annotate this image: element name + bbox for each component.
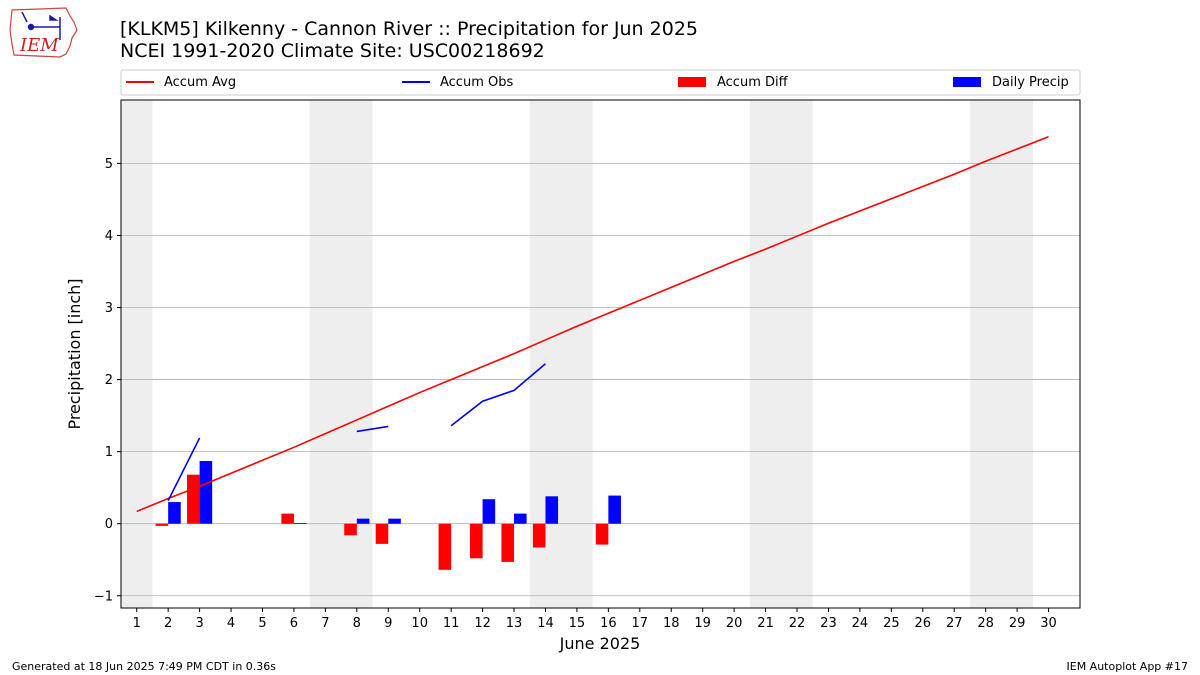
- x-tick-label: 8: [353, 616, 361, 631]
- legend-swatch-accum-diff: [678, 77, 706, 87]
- legend: Accum Avg Accum Obs Accum Diff Daily Pre…: [120, 69, 1081, 96]
- logo-text: IEM: [19, 35, 59, 56]
- bar-accum-diff: [532, 523, 546, 548]
- bar-accum-diff: [501, 523, 515, 562]
- x-tick-label: 7: [321, 616, 329, 631]
- bar-daily-precip: [168, 502, 181, 524]
- line-accum-obs: [167, 437, 201, 501]
- line-accum-obs: [450, 363, 546, 427]
- y-tick-label: 3: [105, 301, 113, 316]
- legend-label-accum-avg: Accum Avg: [164, 75, 236, 90]
- x-tick-label: 21: [757, 616, 774, 631]
- bar-daily-precip: [482, 499, 496, 524]
- bar-accum-diff: [438, 523, 452, 570]
- weather-station-icon: [21, 11, 61, 40]
- weekend-band: [969, 100, 1033, 608]
- plot-frame: [120, 99, 1081, 609]
- x-tick-label: 18: [663, 616, 680, 631]
- weekend-band: [309, 100, 373, 608]
- chart-title: [KLKM5] Kilkenny - Cannon River :: Preci…: [120, 18, 698, 40]
- x-tick-label: 4: [227, 616, 235, 631]
- x-tick-label: 13: [506, 616, 523, 631]
- footer-generated: Generated at 18 Jun 2025 7:49 PM CDT in …: [12, 660, 276, 673]
- x-tick-label: 28: [977, 616, 994, 631]
- x-tick-label: 23: [820, 616, 837, 631]
- bar-accum-diff: [595, 523, 609, 545]
- x-axis-label: June 2025: [559, 634, 641, 653]
- bar-daily-precip: [293, 522, 307, 524]
- legend-entry-accum-obs: Accum Obs: [402, 75, 513, 90]
- legend-swatch-daily-precip: [953, 77, 981, 87]
- x-tick-label: 17: [632, 616, 649, 631]
- lines: [136, 136, 1049, 513]
- bar-accum-diff: [375, 523, 389, 544]
- weekend-band: [749, 100, 813, 608]
- x-tick-label: 12: [474, 616, 491, 631]
- bar-accum-diff: [470, 523, 483, 559]
- x-tick-label: 3: [195, 616, 203, 631]
- iowa-outline-icon: [9, 7, 78, 58]
- bar-accum-diff: [281, 513, 294, 524]
- x-tick-label: 2: [164, 616, 172, 631]
- legend-entry-accum-avg: Accum Avg: [126, 75, 236, 90]
- bars: [155, 461, 621, 570]
- x-tick-label: 22: [789, 616, 806, 631]
- legend-label-daily-precip: Daily Precip: [992, 75, 1069, 90]
- x-tick-label: 9: [384, 616, 392, 631]
- y-tick-label: 4: [105, 229, 113, 244]
- y-axis-label: Precipitation [inch]: [65, 278, 84, 429]
- line-accum-avg: [136, 136, 1049, 513]
- legend-frame: [120, 69, 1081, 96]
- y-tick-label: 5: [105, 157, 113, 172]
- x-tick-label: 10: [411, 616, 428, 631]
- x-tick-label: 29: [1009, 616, 1026, 631]
- x-tick-label: 14: [537, 616, 554, 631]
- footer-app: IEM Autoplot App #17: [1067, 660, 1189, 673]
- x-tick-label: 30: [1040, 616, 1057, 631]
- x-tick-label: 25: [883, 616, 900, 631]
- bar-daily-precip: [514, 513, 527, 524]
- bar-accum-diff: [155, 523, 169, 526]
- bar-daily-precip: [545, 496, 559, 524]
- x-tick-label: 15: [569, 616, 586, 631]
- legend-entry-accum-diff: Accum Diff: [678, 75, 789, 90]
- x-tick-label: 26: [915, 616, 932, 631]
- bar-accum-diff: [187, 474, 200, 524]
- x-tick-label: 20: [726, 616, 743, 631]
- x-axis-ticks: 1 2 3 4 5 6 7 8 9 10 11 12 13 14 15 16 17 18 19 20 21 22 23 24 2…: [133, 608, 1057, 631]
- x-tick-label: 6: [290, 616, 298, 631]
- y-tick-label: −1: [94, 589, 113, 604]
- bar-daily-precip: [199, 461, 213, 524]
- iem-logo[interactable]: IEM: [9, 7, 78, 58]
- bar-daily-precip: [388, 518, 401, 524]
- bar-daily-precip: [356, 518, 370, 524]
- legend-label-accum-obs: Accum Obs: [440, 75, 513, 90]
- bar-daily-precip: [608, 495, 621, 524]
- y-tick-label: 0: [105, 517, 113, 532]
- bar-accum-diff: [344, 523, 357, 536]
- x-tick-label: 16: [600, 616, 617, 631]
- line-accum-obs: [356, 425, 389, 433]
- y-tick-label: 1: [105, 445, 113, 460]
- x-tick-label: 19: [694, 616, 711, 631]
- x-tick-label: 27: [946, 616, 963, 631]
- x-tick-label: 5: [258, 616, 266, 631]
- chart-subtitle: NCEI 1991-2020 Climate Site: USC00218692: [120, 40, 545, 62]
- weekend-band: [121, 100, 153, 608]
- legend-entry-daily-precip: Daily Precip: [953, 75, 1069, 90]
- x-tick-label: 24: [852, 616, 869, 631]
- x-tick-label: 1: [133, 616, 141, 631]
- legend-label-accum-diff: Accum Diff: [717, 75, 789, 90]
- y-tick-label: 2: [105, 373, 113, 388]
- y-axis-ticks: −1 0 1 2 3 4 5: [94, 157, 121, 604]
- weekend-shading: [121, 100, 1033, 608]
- x-tick-label: 11: [443, 616, 460, 631]
